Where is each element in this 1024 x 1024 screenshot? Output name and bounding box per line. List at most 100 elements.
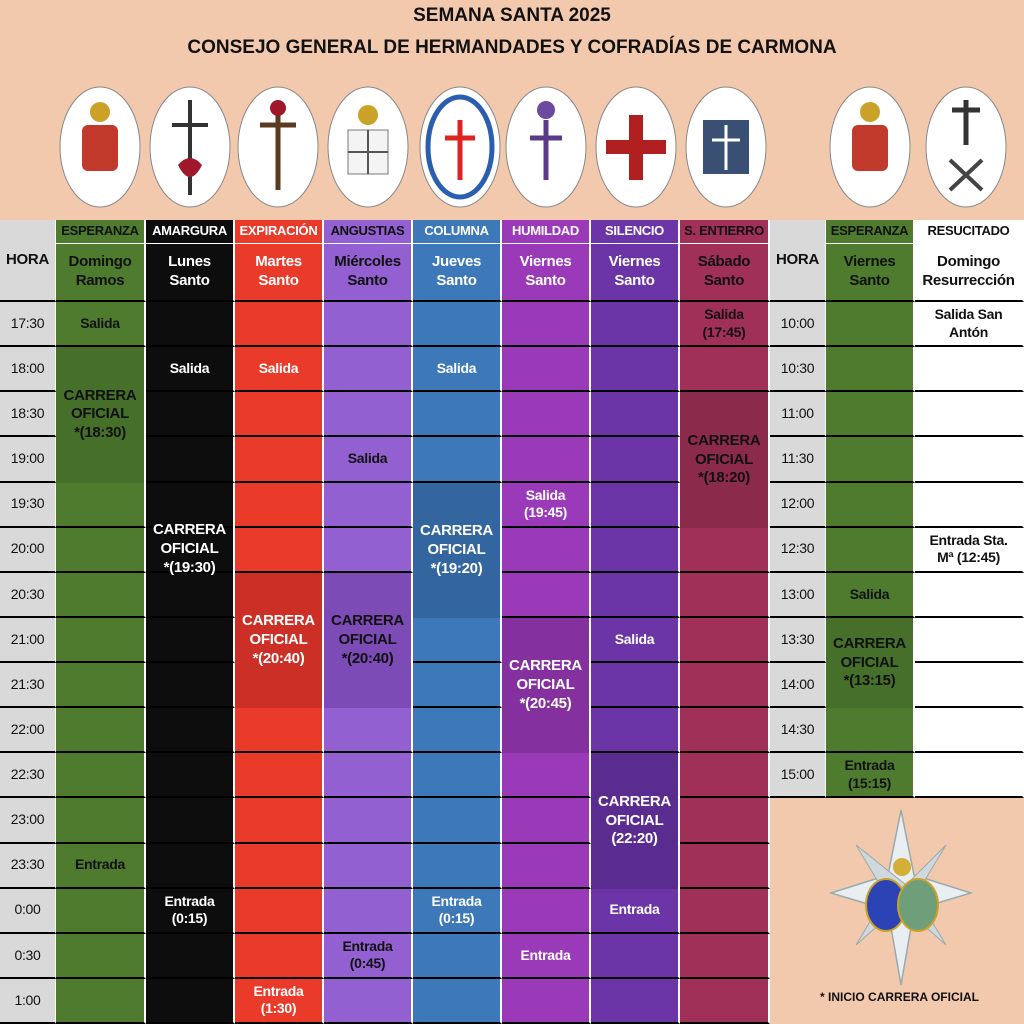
text-line: 10:30	[780, 359, 815, 376]
event-cell: Entrada (1:30)	[235, 978, 324, 1022]
text-line: Viernes	[519, 253, 572, 271]
grid-cell	[680, 527, 770, 573]
grid-cell	[235, 482, 324, 528]
grid-cell	[591, 708, 680, 754]
grid-cell	[680, 933, 770, 979]
grid-cell	[502, 753, 591, 799]
text-line: 0:00	[14, 901, 41, 918]
grid-cell	[591, 527, 680, 573]
event-cell: Entrada	[591, 888, 680, 932]
event-cell: CARRERA OFICIAL *(13:15)	[826, 617, 915, 709]
event-cell: CARRERA OFICIAL *(20:45)	[502, 617, 591, 754]
text-line: 20:00	[10, 540, 45, 557]
grid-cell	[324, 302, 413, 348]
text-line: S. ENTIERRO	[684, 223, 764, 239]
text-line: *(18:20)	[698, 469, 750, 487]
grid-cell	[680, 753, 770, 799]
text-line: Entrada	[431, 892, 482, 909]
text-line: Resurrección	[922, 272, 1015, 289]
column-name: ESPERANZA	[826, 220, 915, 244]
text-line: *(18:30)	[74, 424, 126, 442]
grid-cell	[826, 708, 915, 754]
hour-cell: 11:30	[770, 437, 826, 483]
column-name: ESPERANZA	[56, 220, 146, 244]
emblem-row	[59, 86, 1007, 208]
grid-cell	[680, 302, 770, 348]
grid-cell	[413, 933, 502, 979]
hour-cell: 10:30	[770, 347, 826, 393]
grid-cell	[915, 527, 1024, 573]
text-line: Salida	[849, 585, 890, 602]
event-cell: Salida San Antón	[915, 302, 1024, 346]
grid-cell	[413, 392, 502, 438]
text-line: CARRERA	[63, 386, 137, 404]
hour-cell: 22:30	[0, 753, 56, 799]
text-line: 21:00	[10, 630, 45, 647]
grid-cell	[915, 663, 1024, 709]
text-line: Salida	[525, 486, 566, 503]
text-line: OFICIAL	[605, 811, 664, 829]
grid-cell	[915, 572, 1024, 618]
grid-cell	[56, 753, 146, 799]
text-line: 13:30	[780, 630, 815, 647]
grid-cell	[324, 933, 413, 979]
text-line: Domingo	[937, 253, 1000, 271]
grid-cell	[680, 617, 770, 663]
column-name: COLUMNA	[413, 220, 502, 244]
text-line: Lunes	[168, 253, 211, 271]
text-line: Santo	[614, 272, 655, 289]
grid-cell	[324, 437, 413, 483]
grid-cell	[324, 347, 413, 393]
grid-cell	[502, 482, 591, 528]
column-day: Lunes Santo	[146, 244, 235, 302]
event-cell: CARRERA OFICIAL *(20:40)	[324, 572, 413, 709]
emblem-symbols	[82, 94, 984, 200]
text-line: Entrada	[74, 856, 126, 873]
text-line: 12:30	[780, 540, 815, 557]
hour-cell: 19:30	[0, 482, 56, 528]
grid-cell	[235, 392, 324, 438]
text-line: Santo	[525, 272, 566, 289]
title: SEMANA SANTA 2025	[413, 5, 611, 26]
grid-cell	[324, 527, 413, 573]
grid-cell	[56, 708, 146, 754]
grid-cell	[146, 437, 235, 483]
hour-header: HORA	[0, 220, 56, 302]
event-cell: CARRERA OFICIAL *(18:30)	[56, 347, 146, 483]
text-line: (0:45)	[349, 955, 386, 972]
column-name: EXPIRACIÓN	[235, 220, 324, 244]
event-cell: Salida (17:45)	[680, 302, 770, 346]
column-day: Viernes Santo	[591, 244, 680, 302]
text-line: 19:00	[10, 450, 45, 467]
text-line: *(19:20)	[430, 559, 483, 577]
text-line: OFICIAL	[71, 405, 129, 423]
grid-cell	[235, 708, 324, 754]
hour-cell: 18:30	[0, 392, 56, 438]
grid-cell	[915, 347, 1024, 393]
text-line: *(19:30)	[163, 558, 216, 576]
hour-cell: 10:00	[770, 302, 826, 348]
text-line: (0:15)	[171, 910, 208, 927]
grid-cell	[56, 527, 146, 573]
grid-cell	[915, 482, 1024, 528]
hour-cell: 15:00	[770, 753, 826, 799]
text-line: (0:15)	[438, 910, 475, 927]
event-cell: CARRERA OFICIAL (22:20)	[591, 753, 680, 889]
grid-cell	[680, 888, 770, 934]
grid-cell	[146, 978, 235, 1024]
grid-cell	[413, 798, 502, 844]
text-line: ANGUSTIAS	[330, 223, 405, 239]
event-cell: Salida	[56, 302, 146, 346]
grid-cell	[591, 392, 680, 438]
grid-cell	[146, 302, 235, 348]
event-cell: Entrada (0:15)	[146, 888, 235, 932]
text-line: 22:00	[10, 720, 45, 737]
text-line: 11:00	[781, 405, 814, 422]
grid-cell	[235, 843, 324, 889]
grid-cell	[413, 663, 502, 709]
grid-cell	[324, 888, 413, 934]
text-line: (22:20)	[611, 830, 658, 848]
grid-cell	[826, 482, 915, 528]
hour-cell: 22:00	[0, 708, 56, 754]
hour-cell: 18:00	[0, 347, 56, 393]
